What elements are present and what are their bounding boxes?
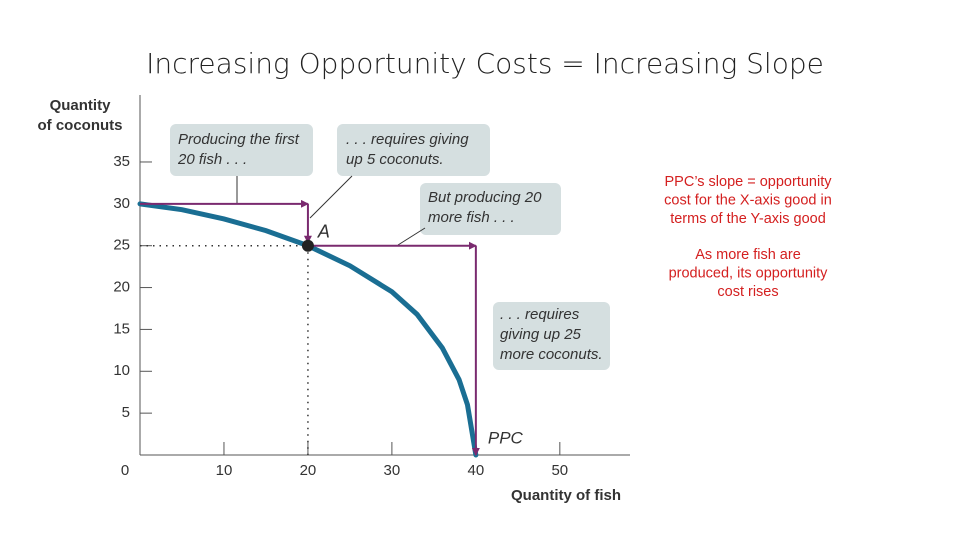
annotation-text: more coconuts. [500, 346, 603, 363]
x-tick-label: 50 [551, 462, 568, 479]
side-note: cost rises [717, 284, 778, 300]
y-tick-label: 15 [113, 320, 130, 337]
x-axis-label: Quantity of fish [511, 487, 621, 504]
slide-title: Increasing Opportunity Costs = Increasin… [146, 47, 824, 80]
y-tick-label: 35 [113, 153, 130, 170]
x-tick-label: 40 [468, 462, 485, 479]
x-tick-label: 30 [384, 462, 401, 479]
annotation-text: up 5 coconuts. [346, 151, 444, 168]
x-tick-label: 0 [121, 462, 129, 479]
annotation-text: giving up 25 [500, 326, 582, 343]
point-a [301, 239, 314, 252]
y-tick-label: 20 [113, 279, 130, 296]
y-tick-label: 25 [113, 237, 130, 254]
curve-label: PPC [488, 428, 524, 447]
annotation-text: . . . requires [500, 306, 580, 323]
y-tick-label: 30 [113, 195, 130, 212]
y-tick-label: 10 [113, 362, 130, 379]
x-tick-label: 20 [300, 462, 317, 479]
y-tick-label: 5 [122, 404, 130, 421]
leader-lines [236, 175, 426, 246]
side-note: terms of the Y-axis good [670, 211, 826, 227]
y-axis-label: Quantity [50, 97, 111, 114]
annotation-text: Producing the first [178, 131, 300, 148]
annotation-boxes [170, 124, 610, 370]
side-note: PPC’s slope = opportunity [665, 174, 833, 190]
x-tick-label: 10 [216, 462, 233, 479]
side-note: As more fish are [695, 247, 801, 263]
annotation-text: . . . requires giving [346, 131, 469, 148]
annotation-text: 20 fish . . . [177, 151, 247, 168]
annotation-text: more fish . . . [428, 209, 515, 226]
annotation-text: But producing 20 [428, 189, 542, 206]
ppc-curve [137, 201, 479, 458]
side-note: cost for the X-axis good in [664, 192, 832, 208]
point-label: A [317, 221, 330, 241]
side-note: produced, its opportunity [669, 265, 829, 281]
y-axis-label: of coconuts [38, 117, 123, 134]
